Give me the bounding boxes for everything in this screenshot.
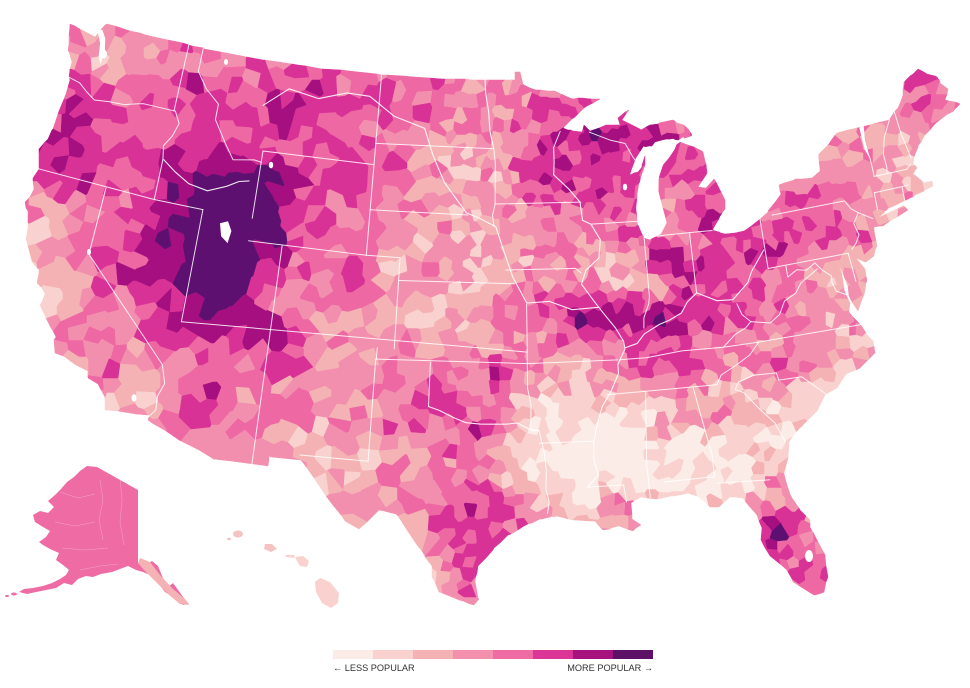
svg-text:MORE POPULAR →: MORE POPULAR →	[567, 663, 653, 673]
svg-text:← LESS POPULAR: ← LESS POPULAR	[333, 663, 415, 673]
